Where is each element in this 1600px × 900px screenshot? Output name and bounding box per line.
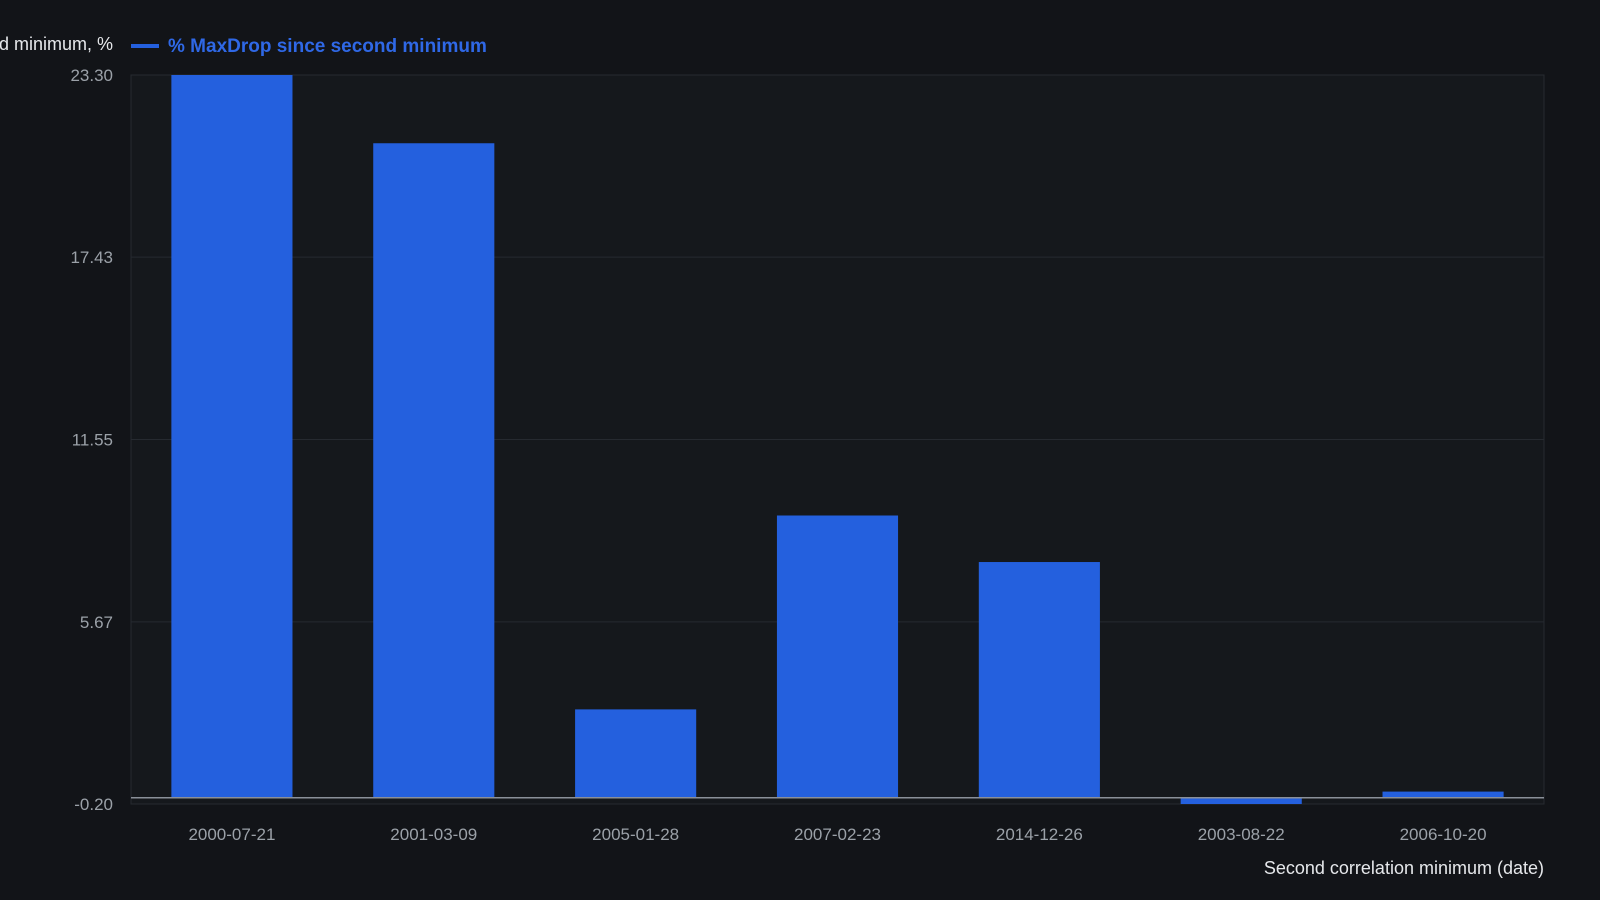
bar[interactable] — [978, 562, 1100, 798]
legend[interactable]: % MaxDrop since second minimum — [131, 36, 487, 57]
x-tick-label: 2006-10-20 — [1400, 825, 1487, 844]
y-axis-title: % MaxDrop since second minimum, % — [0, 34, 113, 54]
x-tick-label: 2007-02-23 — [794, 825, 881, 844]
bar[interactable] — [171, 75, 293, 798]
y-tick-labels: 23.30 17.43 11.55 5.67 -0.20 — [70, 66, 113, 814]
bar[interactable] — [373, 143, 495, 798]
x-tick-label: 2000-07-21 — [188, 825, 275, 844]
gridlines — [131, 74, 1544, 805]
x-axis-title: Second correlation minimum (date) — [1264, 858, 1544, 878]
bar[interactable] — [776, 515, 899, 798]
y-tick-label: 5.67 — [80, 613, 113, 632]
y-tick-label: -0.20 — [74, 795, 113, 814]
y-tick-label: 11.55 — [72, 431, 113, 450]
y-tick-label: 23.30 — [70, 66, 113, 85]
bar[interactable] — [575, 709, 697, 798]
x-tick-label: 2001-03-09 — [390, 825, 477, 844]
x-tick-labels: 2000-07-21 2001-03-09 2005-01-28 2007-02-23… — [188, 825, 1486, 844]
legend-label: % MaxDrop since second minimum — [168, 36, 487, 57]
x-tick-label: 2005-01-28 — [592, 825, 679, 844]
y-tick-label: 17.43 — [70, 248, 113, 267]
bars — [171, 75, 1504, 804]
x-tick-label: 2014-12-26 — [996, 825, 1083, 844]
x-tick-label: 2003-08-22 — [1198, 825, 1285, 844]
bar[interactable] — [1382, 791, 1504, 798]
bar[interactable] — [1180, 797, 1302, 804]
